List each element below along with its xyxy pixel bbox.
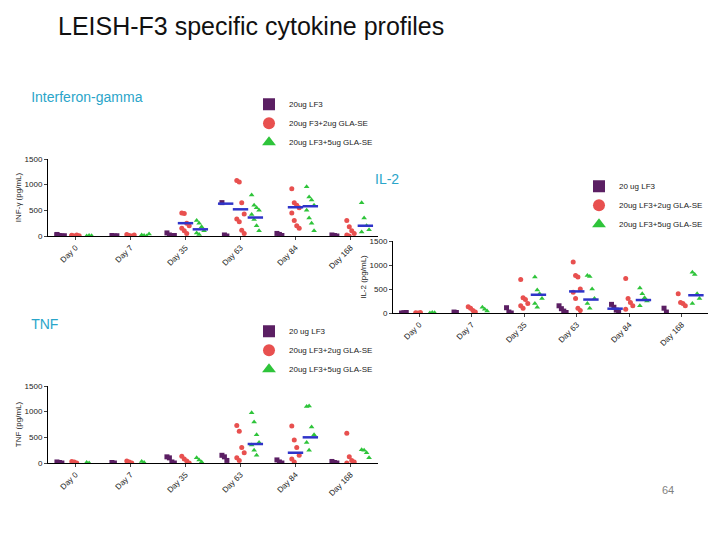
svg-text:1500: 1500	[370, 237, 388, 246]
svg-text:Day 0: Day 0	[59, 470, 81, 492]
svg-text:Day 84: Day 84	[609, 320, 634, 345]
svg-text:Day 35: Day 35	[165, 243, 190, 268]
svg-text:IL-2 (pg/mL): IL-2 (pg/mL)	[359, 255, 368, 299]
html-text:64: 64	[662, 484, 675, 496]
svg-text:Day 7: Day 7	[455, 320, 477, 342]
svg-text:20 ug LF3: 20 ug LF3	[289, 327, 326, 336]
svg-text:500: 500	[374, 285, 388, 294]
svg-text:IL-2: IL-2	[375, 171, 399, 187]
svg-text:Day 63: Day 63	[220, 470, 245, 495]
svg-text:Day 35: Day 35	[165, 470, 190, 495]
svg-text:0: 0	[383, 309, 388, 318]
svg-text:20 ug LF3: 20 ug LF3	[619, 182, 656, 191]
svg-text:500: 500	[29, 433, 43, 442]
svg-text:Interferon-gamma: Interferon-gamma	[31, 89, 142, 105]
svg-text:1000: 1000	[25, 407, 43, 416]
svg-text:20ug LF3+5ug GLA-SE: 20ug LF3+5ug GLA-SE	[619, 220, 702, 229]
html-text:LEISH-F3 specific cytokine pro: LEISH-F3 specific cytokine profiles	[58, 12, 445, 40]
svg-text:TNF: TNF	[31, 316, 58, 332]
svg-text:Day 0: Day 0	[59, 243, 81, 265]
svg-text:20ug LF3+5ug GLA-SE: 20ug LF3+5ug GLA-SE	[289, 365, 372, 374]
svg-text:Day 7: Day 7	[114, 243, 136, 265]
svg-text:TNF (pg/mL): TNF (pg/mL)	[14, 402, 23, 448]
svg-text:1000: 1000	[25, 180, 43, 189]
svg-text:500: 500	[29, 206, 43, 215]
svg-text:0: 0	[38, 232, 43, 241]
svg-text:Day 168: Day 168	[659, 320, 687, 348]
svg-text:Day 7: Day 7	[114, 470, 136, 492]
svg-text:20ug LF3+5ug GLA-SE: 20ug LF3+5ug GLA-SE	[289, 138, 372, 147]
svg-text:1500: 1500	[25, 155, 43, 164]
svg-text:Day 84: Day 84	[275, 470, 300, 495]
svg-text:20ug LF3+2ug GLA-SE: 20ug LF3+2ug GLA-SE	[289, 346, 372, 355]
svg-text:Day 63: Day 63	[220, 243, 245, 268]
svg-text:Day 168: Day 168	[327, 243, 355, 271]
svg-text:INF-γ (pg/mL): INF-γ (pg/mL)	[14, 173, 23, 223]
svg-text:Day 35: Day 35	[504, 320, 529, 345]
svg-text:Day 168: Day 168	[327, 470, 355, 498]
svg-text:0: 0	[38, 459, 43, 468]
svg-text:1000: 1000	[370, 261, 388, 270]
svg-text:Day 84: Day 84	[275, 243, 300, 268]
svg-text:Day 63: Day 63	[557, 320, 582, 345]
svg-text:20ug LF3: 20ug LF3	[289, 100, 323, 109]
svg-text:1500: 1500	[25, 382, 43, 391]
svg-text:20ug LF3+2ug GLA-SE: 20ug LF3+2ug GLA-SE	[619, 201, 702, 210]
svg-text:20ug F3+2ug GLA-SE: 20ug F3+2ug GLA-SE	[289, 119, 368, 128]
svg-text:Day 0: Day 0	[402, 320, 424, 342]
